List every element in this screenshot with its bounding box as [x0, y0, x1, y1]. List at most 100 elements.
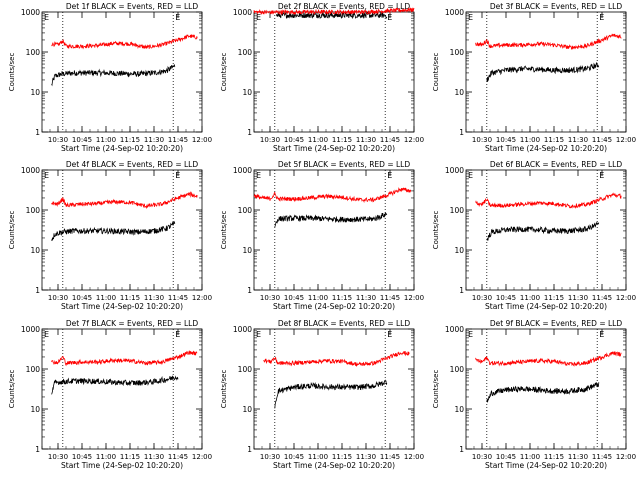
x-tick-label: 11:00: [308, 136, 328, 144]
x-tick-label: 11:15: [544, 453, 564, 461]
y-tick-label: 1000: [21, 166, 40, 175]
series-line-events: [486, 382, 600, 403]
marker-label-end: E: [599, 13, 604, 22]
chart-panel-6: Det 6f BLACK = Events, RED = LLD 1 10 100 10…: [432, 160, 636, 311]
x-tick-label: 11:30: [568, 453, 588, 461]
x-tick-label: 11:45: [380, 294, 400, 302]
x-tick-label: 11:30: [356, 453, 376, 461]
y-tick-label: 100: [26, 48, 41, 57]
x-tick-label: 11:30: [144, 453, 164, 461]
chart-panel-2: Det 2f BLACK = Events, RED = LLD 1 10 100 10…: [220, 2, 424, 153]
y-tick-label: 1: [459, 128, 464, 137]
y-tick-label: 1: [35, 286, 40, 295]
x-tick-label: 11:15: [332, 136, 352, 144]
series-line-events: [51, 64, 176, 87]
y-tick-label: 100: [450, 365, 465, 374]
x-tick-label: 10:45: [72, 136, 92, 144]
y-tick-label: 100: [26, 365, 41, 374]
series-line-events: [486, 62, 600, 83]
x-tick-label: 11:15: [120, 453, 140, 461]
y-tick-label: 1000: [21, 325, 40, 334]
plot-frame: [465, 169, 627, 291]
x-tick-label: 10:45: [496, 453, 516, 461]
chart-panel-1: Det 1f BLACK = Events, RED = LLD 1 10 100 10…: [8, 2, 212, 153]
x-tick-label: 10:30: [472, 294, 492, 302]
x-axis-label: Start Time (24-Sep-02 10:20:20): [485, 144, 607, 153]
x-tick-label: 10:45: [284, 136, 304, 144]
series-line-events: [274, 379, 388, 409]
x-tick-label: 11:45: [168, 136, 188, 144]
y-tick-label: 10: [30, 88, 40, 97]
chart-title: Det 1f BLACK = Events, RED = LLD: [66, 2, 199, 11]
series-line-lld: [475, 192, 622, 209]
x-tick-label: 11:45: [380, 136, 400, 144]
y-tick-label: 1000: [233, 325, 252, 334]
series-line-events: [51, 220, 176, 241]
x-tick-label: 11:30: [568, 294, 588, 302]
chart-title: Det 6f BLACK = Events, RED = LLD: [490, 160, 623, 169]
x-tick-label: 11:00: [520, 294, 540, 302]
chart-title: Det 8f BLACK = Events, RED = LLD: [278, 319, 411, 328]
x-tick-label: 11:45: [380, 453, 400, 461]
x-tick-label: 11:00: [308, 294, 328, 302]
x-tick-label: 10:30: [48, 136, 68, 144]
chart-title: Det 7f BLACK = Events, RED = LLD: [66, 319, 199, 328]
y-axis-label: Counts/sec: [8, 370, 16, 409]
y-tick-label: 10: [454, 405, 464, 414]
chart-panel-5: Det 5f BLACK = Events, RED = LLD 1 10 100 10…: [220, 160, 424, 311]
marker-label-start: E: [468, 330, 473, 339]
chart-panel-9: Det 9f BLACK = Events, RED = LLD 1 10 100 10…: [432, 319, 636, 470]
x-tick-label: 11:30: [356, 294, 376, 302]
y-tick-label: 1: [247, 445, 252, 454]
x-tick-label: 12:00: [616, 136, 636, 144]
y-axis-label: Counts/sec: [432, 53, 440, 92]
marker-label-end: E: [175, 330, 180, 339]
plot-frame: [253, 11, 415, 133]
x-tick-label: 10:45: [284, 294, 304, 302]
x-tick-label: 11:00: [96, 294, 116, 302]
plot-frame: [253, 169, 415, 291]
x-tick-label: 10:30: [260, 294, 280, 302]
series-line-lld: [263, 351, 410, 367]
y-tick-label: 1000: [445, 325, 464, 334]
series-line-lld: [253, 187, 412, 203]
y-tick-label: 10: [454, 88, 464, 97]
x-tick-label: 11:00: [308, 453, 328, 461]
y-tick-label: 1000: [445, 166, 464, 175]
y-axis-label: Counts/sec: [8, 211, 16, 250]
marker-label-start: E: [468, 171, 473, 180]
y-tick-label: 1: [35, 445, 40, 454]
x-tick-label: 10:30: [260, 136, 280, 144]
chart-title: Det 4f BLACK = Events, RED = LLD: [66, 160, 199, 169]
marker-label-end: E: [387, 330, 392, 339]
y-tick-label: 100: [238, 206, 253, 215]
marker-label-start: E: [468, 13, 473, 22]
x-tick-label: 11:00: [520, 136, 540, 144]
chart-title: Det 5f BLACK = Events, RED = LLD: [278, 160, 411, 169]
y-tick-label: 1000: [233, 166, 252, 175]
x-tick-label: 12:00: [404, 136, 424, 144]
y-axis-label: Counts/sec: [220, 211, 228, 250]
x-axis-label: Start Time (24-Sep-02 10:20:20): [273, 144, 395, 153]
x-tick-label: 11:45: [592, 453, 612, 461]
x-tick-label: 11:30: [356, 136, 376, 144]
y-axis-label: Counts/sec: [220, 53, 228, 92]
x-tick-label: 10:30: [48, 453, 68, 461]
x-tick-label: 12:00: [404, 453, 424, 461]
x-tick-label: 10:45: [72, 453, 92, 461]
x-tick-label: 11:15: [332, 294, 352, 302]
x-tick-label: 10:45: [284, 453, 304, 461]
y-tick-label: 100: [238, 48, 253, 57]
series-line-lld: [475, 351, 622, 367]
x-axis-label: Start Time (24-Sep-02 10:20:20): [273, 461, 395, 470]
marker-label-start: E: [256, 171, 261, 180]
x-tick-label: 11:45: [592, 294, 612, 302]
x-tick-label: 11:45: [168, 453, 188, 461]
chart-title: Det 9f BLACK = Events, RED = LLD: [490, 319, 623, 328]
y-tick-label: 10: [30, 246, 40, 255]
x-tick-label: 11:00: [96, 136, 116, 144]
x-tick-label: 12:00: [192, 136, 212, 144]
marker-label-start: E: [256, 13, 261, 22]
x-axis-label: Start Time (24-Sep-02 10:20:20): [61, 461, 183, 470]
